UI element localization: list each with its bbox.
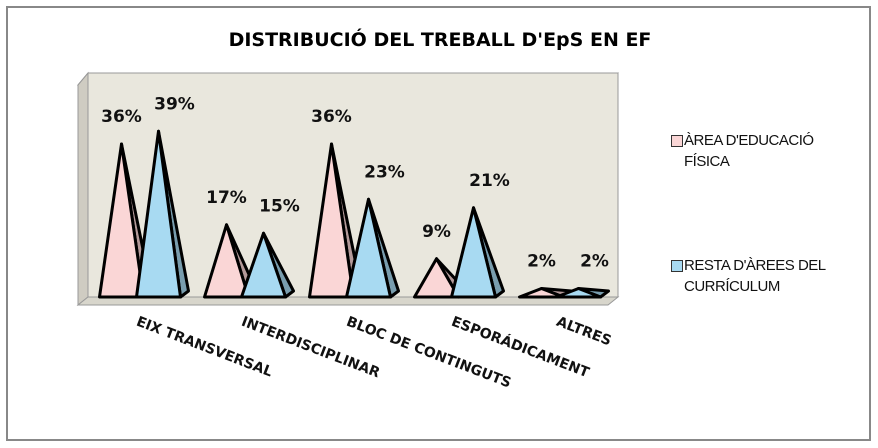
pyramid xyxy=(345,197,392,299)
data-label: 36% xyxy=(101,107,142,127)
side-wall xyxy=(77,71,89,307)
floor xyxy=(76,296,620,306)
pyramid xyxy=(135,129,182,299)
data-label: 17% xyxy=(206,188,247,208)
legend-label: RESTA D'ÀREES DEL CURRÍCULUM xyxy=(684,257,826,295)
data-label: 39% xyxy=(154,94,195,114)
pyramid xyxy=(240,231,287,299)
chart-title: DISTRIBUCIÓ DEL TREBALL D'EpS EN EF xyxy=(229,27,652,51)
pyramid xyxy=(413,257,460,299)
pyramid xyxy=(308,142,355,299)
data-label: 9% xyxy=(422,222,451,242)
legend-label: ÀREA D'EDUCACIÓ FÍSICA xyxy=(684,132,814,170)
legend-swatch xyxy=(671,260,683,272)
pyramid xyxy=(98,142,145,299)
data-label: 23% xyxy=(364,162,405,182)
data-label: 21% xyxy=(469,171,510,191)
pyramid xyxy=(555,287,602,299)
data-label: 2% xyxy=(580,252,609,272)
data-label: 36% xyxy=(311,107,352,127)
pyramid xyxy=(518,287,565,299)
pyramid xyxy=(450,206,497,299)
data-label: 15% xyxy=(259,196,300,216)
legend-swatch xyxy=(671,135,683,147)
pyramid xyxy=(203,223,250,299)
data-label: 2% xyxy=(527,252,556,272)
